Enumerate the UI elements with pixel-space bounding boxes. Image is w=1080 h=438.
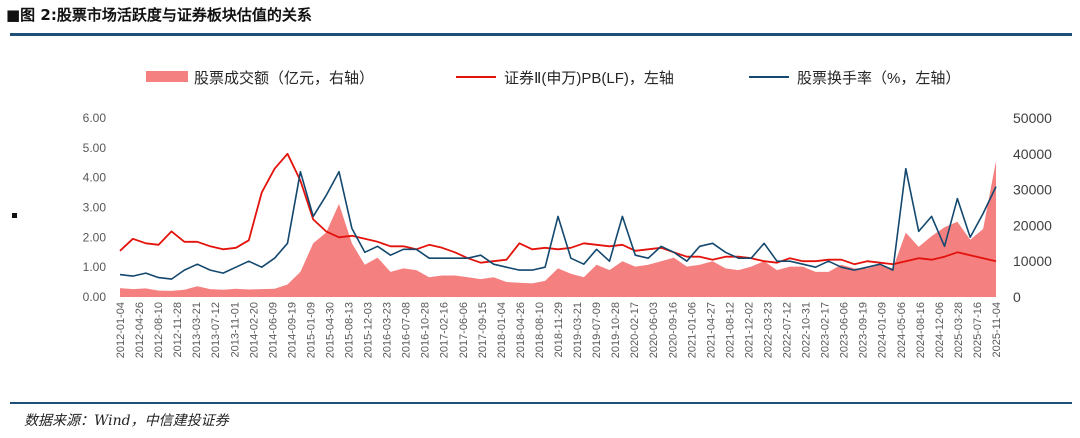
x-tick-label: 2014-02-20 — [248, 302, 260, 358]
x-tick-label: 2023-06-06 — [839, 302, 851, 358]
x-tick-label: 2025-11-04 — [991, 302, 1003, 357]
left-tick-label: 6.00 — [83, 111, 107, 125]
x-tick-label: 2015-04-30 — [324, 302, 336, 358]
x-tick-label: 2015-08-13 — [344, 302, 356, 358]
x-tick-label: 2018-11-29 — [553, 302, 565, 357]
x-tick-label: 2024-08-16 — [915, 302, 927, 358]
x-tick-label: 2020-02-17 — [629, 302, 641, 358]
x-tick-label: 2014-06-09 — [267, 302, 279, 358]
x-tick-label: 2024-12-06 — [934, 302, 946, 358]
x-tick-label: 2018-08-10 — [534, 302, 546, 358]
left-tick-label: 3.00 — [83, 201, 107, 215]
x-tick-label: 2020-06-03 — [648, 302, 660, 358]
left-tick-label: 2.00 — [83, 230, 107, 244]
legend-label-pb: 证券Ⅱ(申万)PB(LF)，左轴 — [504, 70, 674, 87]
x-tick-label: 2016-10-28 — [420, 302, 432, 358]
top-rule — [10, 33, 1072, 36]
x-tick-label: 2021-01-06 — [686, 302, 698, 358]
x-tick-label: 2019-10-28 — [610, 302, 622, 358]
x-tick-label: 2012-01-04 — [115, 302, 127, 358]
x-tick-label: 2021-04-27 — [705, 302, 717, 358]
x-tick-label: 2012-08-10 — [153, 302, 165, 358]
x-tick-label: 2022-03-23 — [762, 302, 774, 358]
legend-label-turnover: 股票换手率（%，左轴） — [797, 70, 960, 87]
x-tick-label: 2022-07-12 — [782, 302, 794, 358]
figure-title: ■图 2:股票市场活跃度与证券板块估值的关系 — [6, 6, 312, 24]
turnover-line — [119, 167, 997, 280]
right-y-axis: 50000 40000 30000 20000 10000 0 — [1013, 110, 1052, 305]
x-tick-label: 2017-02-16 — [439, 302, 451, 358]
right-tick-label: 30000 — [1013, 182, 1052, 198]
right-tick-label: 0 — [1013, 289, 1021, 305]
x-tick-label: 2013-07-12 — [210, 302, 222, 358]
x-tick-label: 2018-04-26 — [515, 302, 527, 358]
source-note: 数据来源：Wind，中信建投证券 — [24, 413, 229, 429]
x-tick-label: 2017-09-15 — [477, 302, 489, 358]
x-tick-label: 2012-11-28 — [172, 302, 184, 357]
x-tick-label: 2016-03-23 — [382, 302, 394, 358]
x-tick-label: 2018-01-04 — [496, 302, 508, 358]
x-tick-label: 2019-07-09 — [591, 302, 603, 358]
left-tick-label: 5.00 — [83, 141, 107, 155]
x-tick-label: 2023-02-17 — [820, 302, 832, 358]
right-tick-label: 40000 — [1013, 146, 1052, 162]
x-tick-label: 2019-03-21 — [572, 302, 584, 358]
x-tick-label: 2014-09-19 — [286, 302, 298, 358]
chart: 股票成交额（亿元，右轴） 证券Ⅱ(申万)PB(LF)，左轴 股票换手率（%，左轴） … — [83, 69, 1053, 358]
plot-area — [119, 152, 997, 297]
right-tick-label: 50000 — [1013, 110, 1052, 126]
x-tick-label: 2020-09-16 — [667, 302, 679, 358]
x-tick-label: 2012-04-26 — [134, 302, 146, 358]
x-tick-label: 2013-03-21 — [191, 302, 203, 358]
pb-line — [119, 152, 997, 266]
left-tick-label: 4.00 — [83, 171, 107, 185]
right-tick-label: 10000 — [1013, 253, 1052, 269]
x-tick-label: 2023-09-19 — [858, 302, 870, 358]
x-tick-label: 2015-01-09 — [305, 302, 317, 358]
left-tick-label: 1.00 — [83, 260, 107, 274]
x-tick-label: 2025-07-16 — [972, 302, 984, 358]
x-axis: 2012-01-04 2012-04-26 2012-08-10 2012-11-28… — [115, 302, 1003, 358]
bullet-marker — [12, 213, 17, 218]
x-tick-label: 2013-11-01 — [229, 302, 241, 357]
x-tick-label: 2016-07-08 — [401, 302, 413, 358]
x-tick-label: 2015-12-03 — [363, 302, 375, 358]
x-tick-label: 2022-10-31 — [801, 302, 813, 358]
left-y-axis: 6.00 5.00 4.00 3.00 2.00 1.00 0.00 — [83, 111, 107, 304]
x-tick-label: 2017-06-06 — [458, 302, 470, 358]
x-tick-label: 2024-01-09 — [877, 302, 889, 358]
volume-area — [120, 161, 996, 297]
x-tick-label: 2021-12-02 — [743, 302, 755, 358]
left-tick-label: 0.00 — [83, 290, 107, 304]
legend-swatch-volume — [146, 71, 188, 82]
legend-label-volume: 股票成交额（亿元，右轴） — [194, 69, 374, 87]
x-tick-label: 2024-05-06 — [896, 302, 908, 358]
chart-legend: 股票成交额（亿元，右轴） 证券Ⅱ(申万)PB(LF)，左轴 股票换手率（%，左轴） — [146, 69, 960, 87]
right-tick-label: 20000 — [1013, 217, 1052, 233]
x-tick-label: 2025-03-28 — [953, 302, 965, 358]
bottom-rule — [10, 402, 1072, 404]
x-tick-label: 2021-08-12 — [724, 302, 736, 358]
